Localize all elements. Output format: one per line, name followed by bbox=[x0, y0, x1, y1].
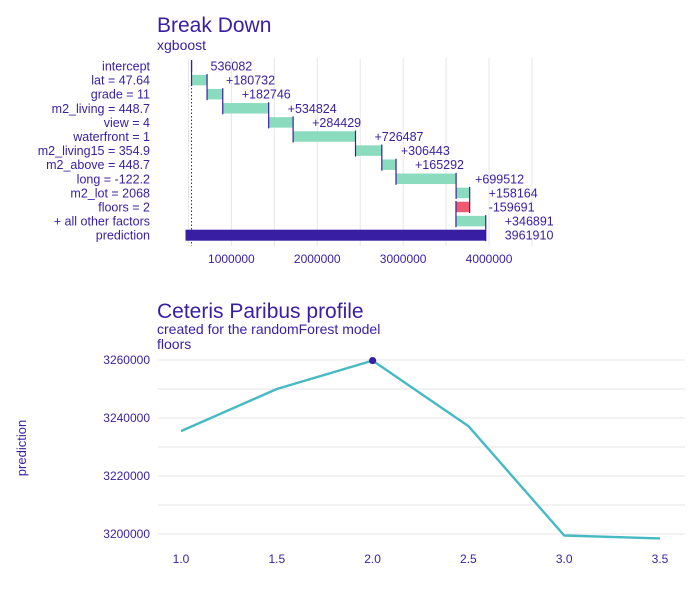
cp-x-tick-label: 3.0 bbox=[556, 552, 573, 566]
cp-x-tick-label: 2.5 bbox=[460, 552, 477, 566]
bd-value-label: +346891 bbox=[505, 215, 554, 229]
break-down-subtitle: xgboost bbox=[157, 37, 206, 53]
cp-x-tick-label: 1.5 bbox=[268, 552, 285, 566]
bd-bar bbox=[455, 201, 470, 213]
bd-value-label: +306443 bbox=[401, 144, 450, 158]
bd-bar bbox=[455, 215, 486, 227]
bd-category-label: long = -122.2 bbox=[77, 172, 150, 186]
bd-bar bbox=[185, 229, 486, 241]
bd-bar bbox=[191, 74, 208, 86]
cp-y-axis-label: prediction bbox=[14, 420, 29, 476]
bd-value-label: +165292 bbox=[415, 158, 464, 172]
bd-bar bbox=[268, 117, 294, 128]
bd-category-label: + all other factors bbox=[54, 215, 150, 229]
break-down-bars bbox=[185, 60, 487, 246]
bd-bar bbox=[396, 173, 457, 185]
cp-x-tick-label: 1.0 bbox=[173, 552, 190, 566]
cp-y-ticks: 3200000 3220000 3240000 3260000 bbox=[103, 353, 150, 541]
bd-category-label: m2_living15 = 354.9 bbox=[38, 144, 150, 158]
bd-bar bbox=[207, 88, 223, 100]
bd-category-label: view = 4 bbox=[104, 116, 150, 130]
cp-gridlines bbox=[158, 359, 685, 535]
bd-category-label: grade = 11 bbox=[91, 88, 150, 102]
bd-bar bbox=[293, 131, 356, 142]
bd-category-label: m2_above = 448.7 bbox=[46, 158, 150, 172]
cp-observation-point bbox=[369, 356, 377, 365]
bd-value-label: +699512 bbox=[475, 172, 524, 186]
bd-value-label: -159691 bbox=[489, 201, 535, 215]
bd-value-label: +180732 bbox=[226, 74, 275, 88]
bd-value-label: +158164 bbox=[489, 186, 538, 200]
cp-subtitle: created for the randomForest model bbox=[157, 321, 380, 337]
bd-category-label: waterfront = 1 bbox=[72, 130, 150, 144]
cp-y-tick-label: 3240000 bbox=[103, 411, 150, 425]
cp-title: Ceteris Paribus profile bbox=[157, 300, 364, 323]
cp-y-tick-label: 3200000 bbox=[103, 527, 150, 541]
bd-category-label: intercept bbox=[102, 60, 150, 74]
cp-y-tick-label: 3260000 bbox=[103, 353, 150, 367]
bd-category-label: floors = 2 bbox=[98, 201, 150, 215]
bd-category-label: prediction bbox=[96, 229, 150, 243]
bd-category-label: lat = 47.64 bbox=[91, 74, 150, 88]
ceteris-paribus-panel: Ceteris Paribus profile created for the … bbox=[14, 300, 685, 566]
break-down-title: Break Down bbox=[157, 14, 271, 37]
bd-x-tick-label: 4000000 bbox=[466, 252, 513, 266]
bd-category-label: m2_living = 448.7 bbox=[52, 102, 150, 116]
cp-x-tick-label: 3.5 bbox=[652, 552, 669, 566]
bd-x-tick-label: 2000000 bbox=[294, 252, 341, 266]
bd-x-tick-label: 3000000 bbox=[380, 252, 427, 266]
bd-bar bbox=[222, 103, 269, 114]
cp-x-ticks: 1.0 1.5 2.0 2.5 3.0 3.5 bbox=[173, 552, 669, 566]
bd-value-label: 536082 bbox=[211, 60, 253, 74]
bd-bar bbox=[456, 187, 470, 199]
cp-y-tick-label: 3220000 bbox=[103, 469, 150, 483]
bd-value-label: +182746 bbox=[242, 88, 291, 102]
cp-profile-line bbox=[180, 359, 661, 540]
cp-profile bbox=[180, 356, 661, 540]
cp-x-tick-label: 2.0 bbox=[364, 552, 381, 566]
bd-bar bbox=[355, 145, 382, 156]
bd-value-label: +284429 bbox=[312, 116, 361, 130]
break-down-value-labels: 536082+180732+182746+534824+284429 +72648… bbox=[211, 60, 554, 243]
break-down-x-ticks: 1000000 2000000 3000000 4000000 bbox=[208, 252, 513, 266]
bd-value-label: 3961910 bbox=[505, 229, 554, 243]
bd-category-label: m2_lot = 2068 bbox=[70, 186, 150, 200]
cp-variable-label: floors bbox=[157, 336, 191, 352]
bd-value-label: +534824 bbox=[288, 102, 337, 116]
bd-bar bbox=[381, 159, 397, 170]
bd-x-tick-label: 1000000 bbox=[208, 252, 255, 266]
bd-value-label: +726487 bbox=[375, 130, 424, 144]
